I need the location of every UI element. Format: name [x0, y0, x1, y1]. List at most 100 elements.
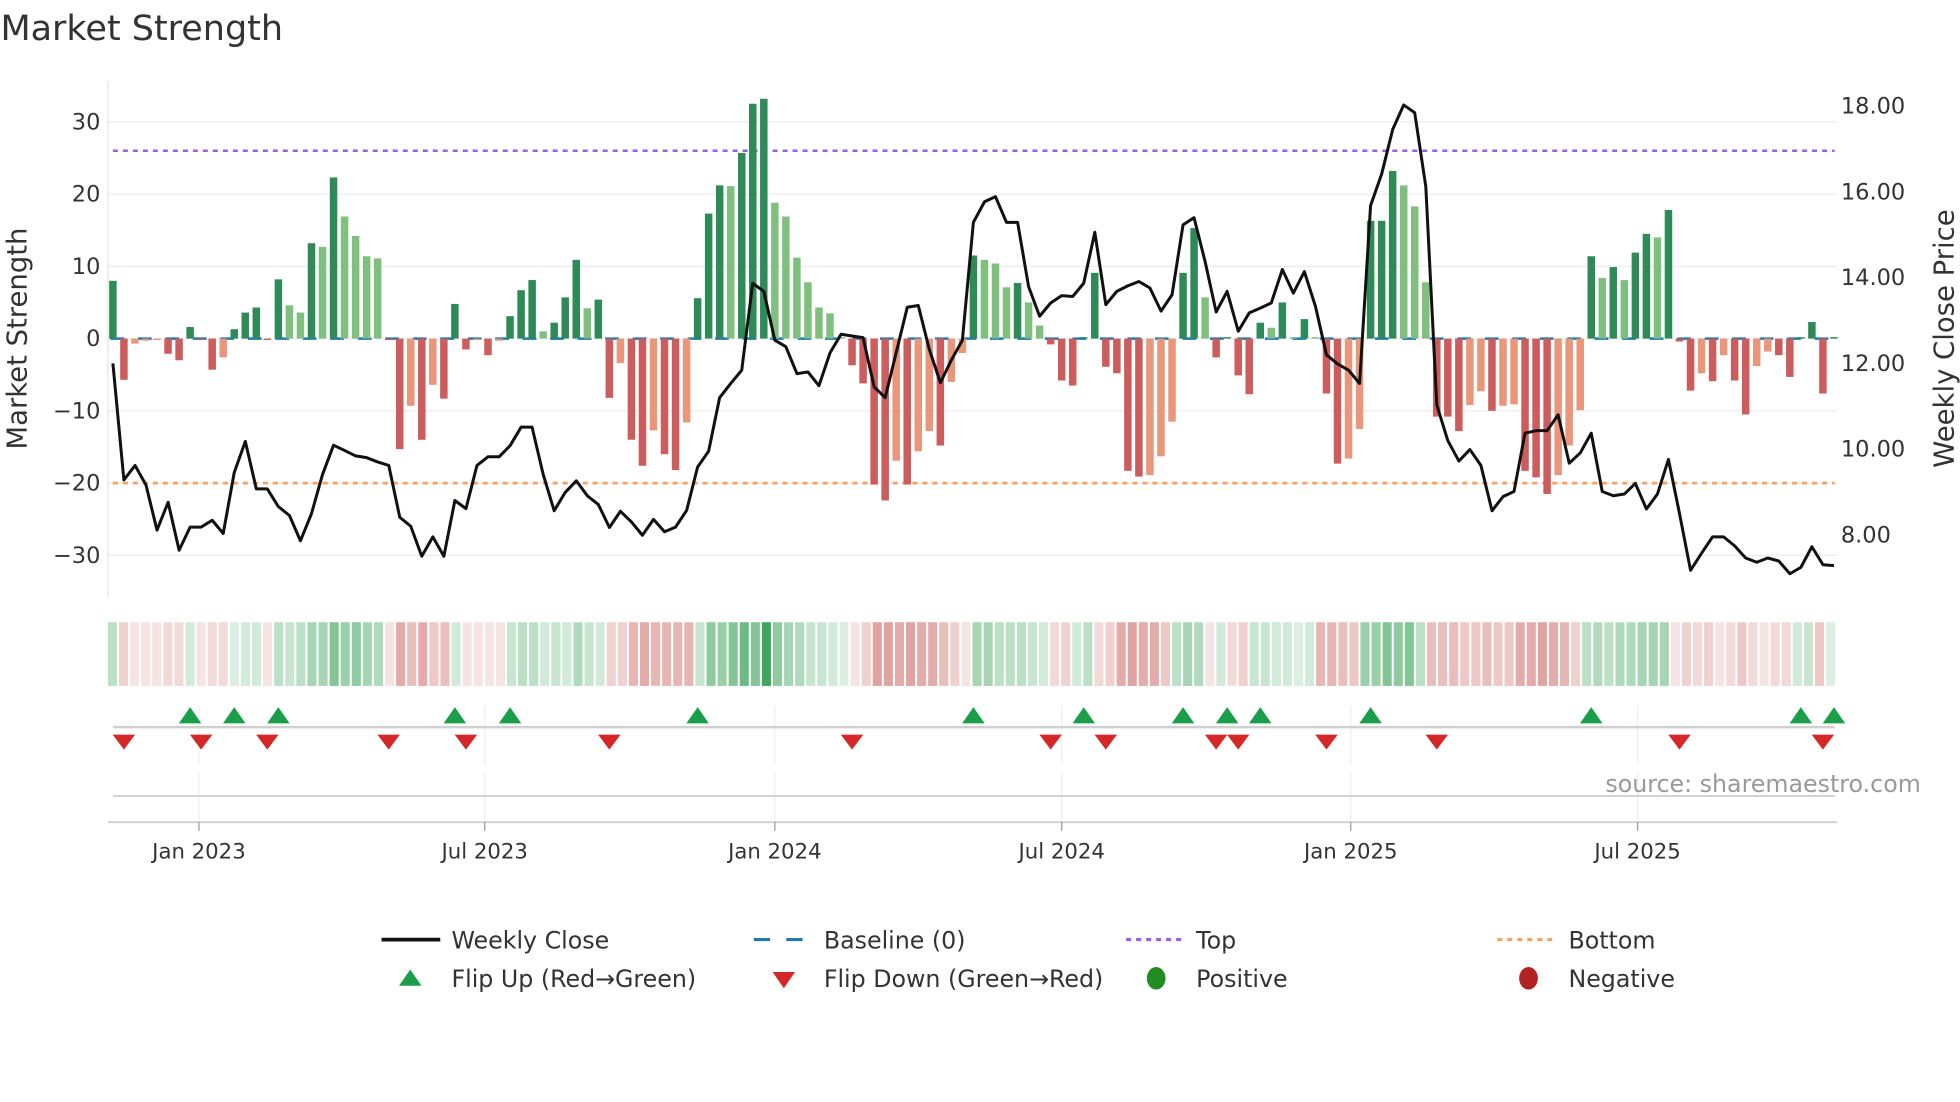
strength-bar	[1697, 338, 1706, 374]
flip-down-marker	[454, 734, 478, 750]
heat-strip-cell	[1670, 622, 1680, 686]
strength-bar	[1708, 338, 1717, 382]
heat-strip-cell	[462, 622, 472, 686]
heat-strip-cell	[107, 622, 117, 686]
strength-bar	[219, 338, 227, 358]
strength-bar	[583, 308, 592, 339]
strength-bar	[1730, 338, 1739, 381]
heat-strip-cell	[673, 622, 683, 686]
strength-bar	[837, 337, 845, 339]
heat-strip-cell	[972, 622, 982, 686]
heat-strip-cell	[1792, 622, 1802, 686]
heat-strip-cell	[152, 622, 162, 686]
strength-bar	[1068, 338, 1077, 386]
legend-label: Flip Down (Green→Red)	[824, 965, 1103, 993]
strength-bar	[737, 152, 746, 339]
heat-strip-cell	[1449, 622, 1459, 686]
heat-strip-cell	[1582, 622, 1592, 686]
strength-bar	[1797, 337, 1805, 339]
heat-strip-cell	[506, 622, 517, 686]
strength-bar	[506, 316, 514, 339]
flip-down-marker	[598, 734, 621, 750]
heat-strip-cell	[296, 622, 306, 686]
heat-strip-cell	[207, 622, 217, 686]
heat-strip-cell	[1316, 622, 1326, 686]
x-tick-label: Jan 2024	[726, 839, 822, 864]
heat-strip-cell	[1526, 622, 1536, 686]
strength-bar	[1510, 338, 1518, 405]
heat-strip-cell	[396, 622, 406, 686]
heat-strip-cell	[795, 622, 805, 686]
strength-bar	[407, 338, 415, 406]
strength-bar	[1620, 280, 1629, 339]
flip-up-marker	[1249, 707, 1272, 724]
heat-strip-cell	[218, 622, 228, 686]
strength-bar	[892, 338, 900, 461]
heat-strip-cell	[617, 622, 627, 686]
heat-strip-cell	[1249, 622, 1259, 686]
strength-bar	[1642, 233, 1651, 339]
strength-bar	[1113, 338, 1121, 374]
strength-bar	[1002, 287, 1011, 339]
strength-bar	[804, 282, 812, 339]
legend-label: Flip Up (Red→Green)	[451, 965, 696, 993]
heat-strip-cell	[1404, 622, 1414, 686]
heat-strip-cell	[739, 622, 749, 686]
heat-strip-cell	[529, 622, 539, 686]
strength-bar	[638, 338, 647, 466]
heat-strip-cell	[141, 622, 151, 686]
heat-strip-cell	[1693, 622, 1703, 686]
heat-strip-cell	[1116, 622, 1126, 686]
heat-strip-cell	[784, 622, 794, 686]
strength-bar	[1410, 206, 1419, 339]
strength-bar	[1764, 338, 1772, 352]
flip-up-marker	[1822, 707, 1846, 724]
y-tick-label: −20	[53, 471, 100, 497]
strength-bar	[1366, 220, 1375, 339]
y-tick-label: 20	[72, 182, 101, 208]
strength-bar	[561, 297, 569, 339]
heat-strip-cell	[961, 622, 971, 686]
flip-down-marker	[112, 734, 136, 750]
weekly-close-series	[111, 103, 1835, 576]
strength-bar	[164, 338, 172, 354]
flip-down-marker	[256, 734, 279, 750]
heat-strip-cell	[1770, 622, 1780, 686]
strength-bar	[528, 280, 536, 339]
strength-bar	[760, 98, 768, 339]
heat-strip-cell	[905, 622, 916, 686]
strength-bar	[1565, 338, 1573, 446]
strength-bar	[208, 338, 216, 370]
heat-strip-cell	[806, 622, 816, 686]
heat-strip-cell	[1681, 622, 1692, 686]
strength-bar	[1024, 302, 1033, 339]
strength-bar	[1190, 228, 1198, 339]
heat-strip-cell	[1039, 622, 1049, 686]
heat-strip-cell	[1415, 622, 1425, 686]
x-tick-label: Jan 2023	[150, 839, 246, 864]
heat-strip-cell	[174, 622, 184, 686]
strength-bar	[109, 280, 117, 339]
strength-bar	[826, 313, 834, 339]
heat-strip-cell	[1293, 622, 1304, 686]
heat-strip-cell	[628, 622, 638, 686]
strength-bar	[1609, 267, 1618, 339]
strength-bar	[175, 338, 183, 361]
strength-bar	[484, 338, 492, 356]
heat-strip-cell	[1061, 622, 1071, 686]
flip-down-marker	[1204, 734, 1228, 750]
heat-strip-cell	[651, 622, 661, 686]
strength-bar	[671, 338, 680, 471]
strength-bar	[1675, 338, 1684, 342]
flip-panel	[107, 705, 1838, 824]
legend-item-positive: Positive	[1146, 965, 1288, 993]
heat-strip-cell	[728, 622, 738, 686]
heat-strip-cell	[1149, 622, 1159, 686]
heat-strip-cell	[1704, 622, 1714, 686]
strength-bar	[517, 290, 525, 339]
heat-strip-cell	[850, 622, 860, 686]
strength-bar	[1719, 338, 1728, 356]
strength-bar	[815, 307, 823, 339]
strength-bar	[429, 338, 437, 385]
heat-strip-cell	[1559, 622, 1570, 686]
